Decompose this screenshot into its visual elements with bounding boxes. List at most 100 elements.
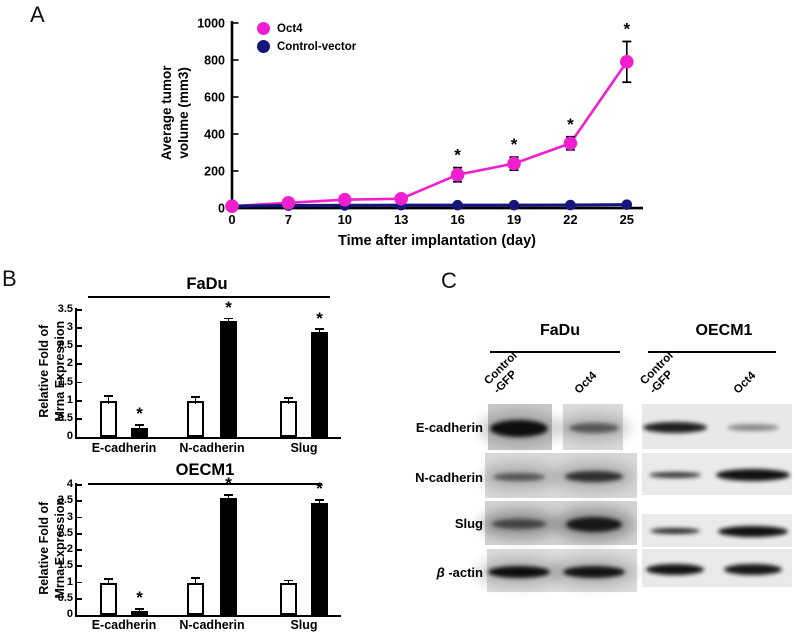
oecm1-y-tick-label: 1.5 [57,559,73,572]
lane-label-oct4: Oct4 [732,370,759,397]
x-tick-label: 22 [563,212,577,227]
fadu-y-tick-label: 2.5 [57,339,73,352]
control-vector-line [231,203,627,208]
legend-item-control-vector: Control-vector [257,40,356,53]
oecm1-error-bar-cap [135,607,144,610]
significance-asterisk: * [454,146,461,165]
blot-band [493,472,545,481]
oecm1-y-tick-label: 3.5 [57,494,73,507]
oct4-point [225,199,239,213]
fadu-error-bar-cap [315,328,324,330]
blot-band [643,422,707,434]
panel-c-label: C [441,268,457,293]
oecm1-y-tick [77,532,82,535]
oecm1-y-tick-label: 0 [66,608,73,620]
legend-item-oct4: Oct4 [257,22,303,35]
fadu-y-tick-label: 1 [66,393,73,406]
oecm1-error-bar [318,500,321,506]
fadu-bar-oct4-slug [311,331,328,437]
legend-label: Oct4 [277,22,303,35]
oecm1-y-tick-label: 2.5 [57,526,73,539]
oecm1-error-bar [107,579,110,586]
oecm1-category-label: N-cadherin [179,618,245,632]
x-tick-label: 10 [338,212,352,227]
lane-label-control-gfp: Control -GFP [482,350,530,398]
significance-asterisk: * [567,115,574,134]
control-vector-point [565,199,576,211]
blot-band [649,472,701,479]
fadu-y-axis [75,308,78,439]
blot-band [488,565,550,578]
fadu-y-tick [77,345,82,348]
chart-a-x-axis-title: Time after implantation (day) [338,233,536,249]
fadu-category-label: E-cadherin [91,441,157,455]
blot-band [490,419,548,437]
oecm1-error-bar [138,609,141,615]
blot-group-header-oecm1: OECM1 [695,322,753,339]
oecm1-title-underline [88,483,322,485]
fadu-bar-control-e-cadherin [100,400,117,437]
oecm1-y-tick-label: 3 [66,510,73,523]
panel-a-label: A [30,2,45,27]
fadu-y-tick [77,309,82,311]
oecm1-error-bar-cap [191,577,200,579]
fadu-error-bar [194,397,197,404]
legend-marker-dot [257,22,270,35]
oct4-point [620,55,634,69]
fadu-error-bar-cap [284,397,293,399]
control-vector-point [508,199,520,211]
control-vector-point [621,199,633,210]
chart-a-y-axis-title: Average tumor volume (mm3) [159,33,193,193]
blot-band [724,563,782,575]
fadu-y-tick [77,381,82,384]
fadu-y-tick-label: 3.5 [57,303,73,315]
fadu-error-bar [227,319,230,324]
y-axis-title-line-2: volume (mm3) [176,67,191,159]
oecm1-y-tick [77,484,82,486]
fadu-significance-asterisk: * [316,308,323,328]
oecm1-y-tick [77,565,82,568]
blot-row-label: β -actin [436,565,483,580]
oct4-point [281,196,296,210]
lane-label-oct4: Oct4 [573,370,600,397]
blot-band [646,563,704,575]
blot-band [718,525,788,537]
fadu-y-tick-label: 1.5 [57,375,73,388]
oecm1-category-label: E-cadherin [91,618,157,632]
oecm1-error-bar [287,581,290,586]
blot-row-label: Slug [454,516,483,531]
blot-band [716,469,790,482]
oct4-point [507,156,521,171]
oecm1-y-tick-label: 0.5 [57,591,73,604]
x-tick-label: 25 [620,212,634,227]
fadu-x-axis [75,437,341,440]
fadu-y-tick-label: 2 [66,357,73,370]
oecm1-bar-control-n-cadherin [187,582,204,615]
blot-band [565,471,623,483]
blot-band [650,528,700,535]
oecm1-y-tick-label: 2 [66,543,73,555]
fadu-error-bar [318,329,321,335]
blot-group-header-fadu: FaDu [540,322,580,339]
oecm1-y-tick [77,516,82,519]
fadu-error-bar-cap [135,423,144,426]
x-tick-label: 0 [228,212,235,227]
y-axis-title-line-1: Average tumor [159,65,175,161]
oecm1-y-axis [75,483,78,617]
blot-band [727,424,779,432]
y-tick-label: 0 [218,202,225,216]
blot-band [566,516,622,532]
fadu-y-tick-label: 0.5 [57,411,73,424]
fadu-category-label: N-cadherin [179,441,245,455]
x-tick-label: 7 [285,212,292,227]
significance-asterisk: * [511,135,518,154]
fadu-error-bar-cap [224,317,233,320]
legend-marker-dot [257,40,270,53]
blot-band [492,519,546,530]
lane-label-line: Oct4 [731,369,759,397]
fadu-y-tick [77,417,82,420]
oecm1-significance-asterisk: * [316,479,323,499]
oecm1-y-tick [77,549,82,551]
blot-band [569,423,619,434]
